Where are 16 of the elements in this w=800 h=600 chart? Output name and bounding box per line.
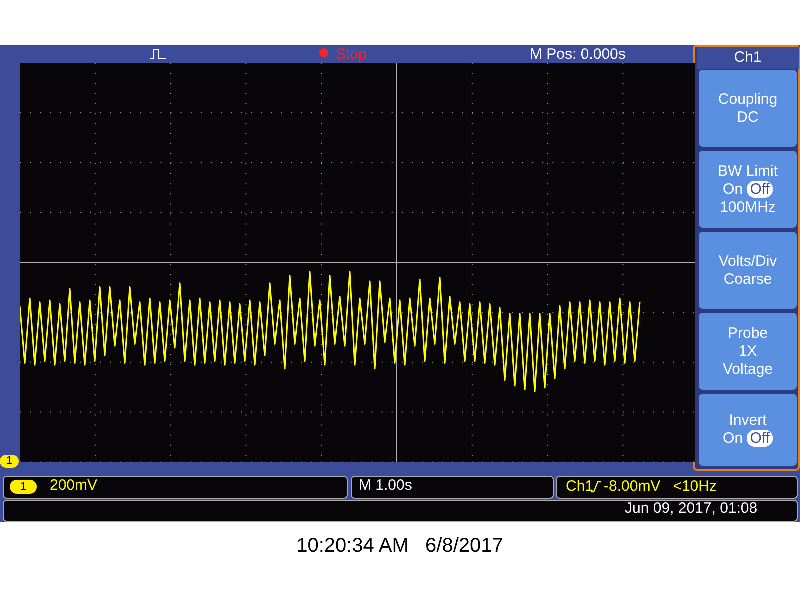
text: 10:20:34 AM 6/8/2017 xyxy=(296,535,504,557)
text: Invert On Off xyxy=(723,412,770,447)
text: Jun 09, 2017, 01:08 xyxy=(625,500,758,517)
text: Ch1 xyxy=(734,49,762,66)
text: Ch1 xyxy=(566,478,594,495)
text: M Pos: 0.000s xyxy=(530,46,626,63)
text: 200mV xyxy=(50,477,98,494)
text: Probe 1X Voltage xyxy=(722,324,774,378)
text: Stop xyxy=(336,46,367,63)
text: BW Limit On Off 100MHz xyxy=(718,162,778,216)
text: Coupling DC xyxy=(718,90,778,126)
text: Volts/Div Coarse xyxy=(718,252,778,288)
text: M 1.00s xyxy=(359,477,412,494)
text: -8.00mV <10Hz xyxy=(604,478,717,495)
text: 1 xyxy=(20,481,27,493)
text: 1 xyxy=(6,455,13,467)
